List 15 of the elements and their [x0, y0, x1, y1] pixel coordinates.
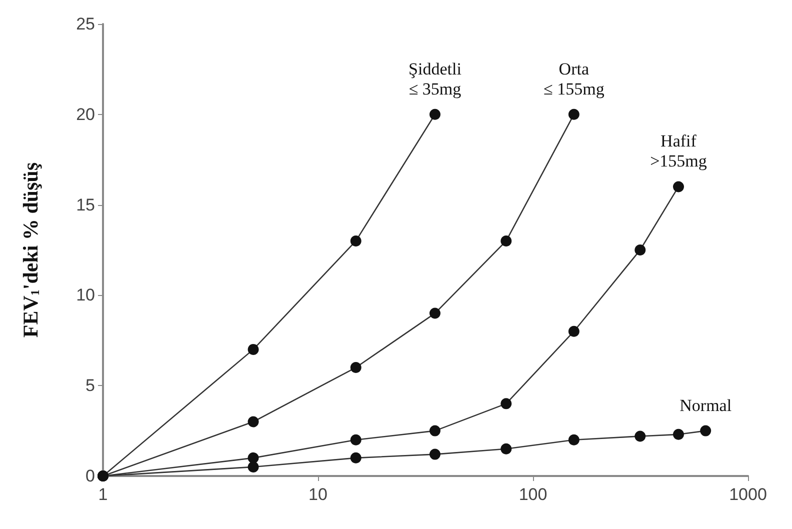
series-label: Hafif >155mg	[650, 132, 708, 171]
y-tick-label: 20	[76, 104, 95, 124]
y-tick-label: 5	[86, 376, 95, 396]
series-label: Şiddetli ≤ 35mg	[408, 59, 462, 98]
x-tick-label: 10	[308, 485, 328, 504]
y-tick-label: 25	[76, 14, 95, 34]
x-tick-label: 100	[518, 485, 548, 504]
y-tick-label: 0	[86, 466, 95, 486]
x-tick-label: 1	[98, 485, 108, 504]
y-tick-label: 10	[76, 286, 95, 305]
x-tick-label: 1000	[729, 485, 767, 504]
y-tick-label: 15	[76, 195, 95, 214]
series-label: Normal	[680, 396, 732, 415]
series-label: Orta ≤ 155mg	[544, 59, 605, 98]
y-axis-title: FEV1'deki % düşüş	[18, 162, 42, 338]
